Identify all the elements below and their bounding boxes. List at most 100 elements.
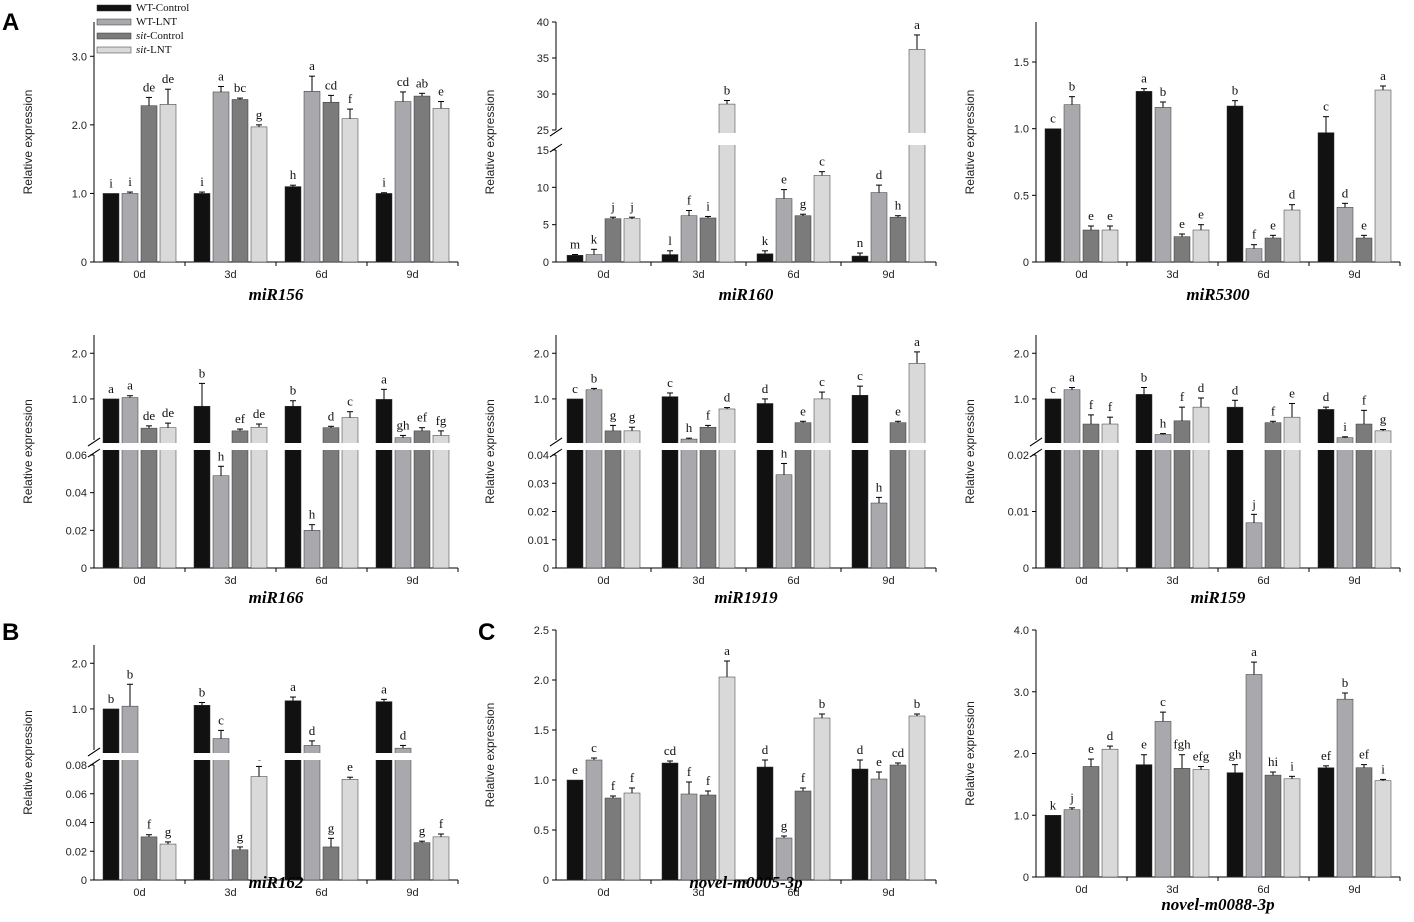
- significance-label: c: [347, 394, 353, 409]
- bar-sit-LNT-9d: [432, 435, 450, 569]
- y-tick-label: 1.0: [1014, 124, 1029, 136]
- bar-WT-LNT-0d: [585, 759, 603, 881]
- significance-label: cd: [325, 77, 338, 92]
- significance-label: a: [127, 378, 133, 393]
- bar-WT-Control-9d: [375, 701, 393, 881]
- y-axis-label: Relative expression: [963, 701, 977, 806]
- significance-label: i: [382, 175, 386, 190]
- bar-WT-Control-3d: [1135, 764, 1153, 878]
- y-tick-label: 1.0: [72, 704, 87, 716]
- bar-WT-LNT-6d: [775, 198, 793, 263]
- significance-label: g: [629, 409, 636, 424]
- y-tick-label: 0: [81, 257, 87, 269]
- y-tick-label: 0.02: [528, 507, 549, 519]
- significance-label: f: [611, 778, 616, 793]
- significance-label: ef: [1321, 748, 1332, 763]
- significance-label: c: [218, 712, 224, 727]
- significance-label: d: [328, 408, 335, 423]
- bar-sit-LNT-9d: [432, 836, 450, 881]
- x-tick-label: 3d: [692, 269, 704, 281]
- x-tick-label: 9d: [406, 269, 418, 281]
- bar-WT-Control-6d: [1226, 772, 1244, 878]
- significance-label: a: [290, 679, 296, 694]
- bar-sit-Control-3d: [1173, 420, 1191, 569]
- bar-sit-LNT-0d: [1101, 748, 1119, 878]
- significance-label: hi: [1268, 754, 1279, 769]
- significance-label: b: [199, 365, 206, 380]
- y-tick-label: 0.06: [66, 450, 87, 462]
- x-tick-label: 0d: [597, 575, 609, 587]
- significance-label: d: [762, 742, 769, 757]
- significance-label: a: [309, 58, 315, 73]
- chart-title: miR166: [249, 588, 304, 607]
- bar-WT-Control-9d: [851, 768, 869, 881]
- y-tick-label: 2.0: [1014, 348, 1029, 360]
- significance-label: d: [876, 167, 883, 182]
- significance-label: a: [1251, 644, 1257, 659]
- y-tick-label: 0: [81, 875, 87, 887]
- significance-label: a: [1069, 370, 1075, 385]
- significance-label: a: [381, 681, 387, 696]
- significance-label: de: [143, 408, 156, 423]
- x-tick-label: 3d: [224, 887, 236, 899]
- y-tick-label: 25: [537, 125, 549, 137]
- significance-label: h: [686, 420, 693, 435]
- significance-label: c: [667, 375, 673, 390]
- significance-label: c: [819, 154, 825, 169]
- y-tick-label: 2.0: [1014, 749, 1029, 761]
- y-axis-label: Relative expression: [21, 399, 35, 504]
- y-tick-label: 0.01: [1008, 507, 1029, 519]
- bar-WT-LNT-0d: [1063, 389, 1081, 569]
- significance-label: a: [724, 643, 730, 658]
- bar-WT-Control-3d: [193, 193, 211, 263]
- bar-WT-LNT-0d: [121, 193, 139, 263]
- bar-WT-LNT-6d: [1245, 522, 1263, 569]
- significance-label: c: [1050, 111, 1056, 126]
- bar-WT-Control-6d: [756, 253, 774, 263]
- significance-label: e: [800, 403, 806, 418]
- bar-sit-Control-9d: [1355, 237, 1373, 263]
- significance-label: h: [895, 198, 902, 213]
- bar-WT-Control-9d: [375, 399, 393, 569]
- y-tick-label: 0.04: [66, 488, 87, 500]
- bar-sit-Control-0d: [604, 797, 622, 881]
- y-tick-label: 0.06: [66, 789, 87, 801]
- x-tick-label: 6d: [787, 887, 799, 899]
- bar-WT-LNT-3d: [680, 793, 698, 881]
- bar-sit-LNT-3d: [718, 408, 736, 569]
- x-tick-label: 0d: [1075, 884, 1087, 896]
- significance-label: f: [1252, 227, 1257, 242]
- y-tick-label: 1.5: [534, 725, 549, 737]
- significance-label: h: [781, 445, 788, 460]
- y-tick-label: 0: [81, 563, 87, 575]
- significance-label: g: [256, 107, 263, 122]
- legend-swatch-3: [96, 46, 132, 54]
- significance-label: f: [801, 770, 806, 785]
- bar-sit-LNT-6d: [1283, 416, 1301, 569]
- significance-label: i: [1381, 761, 1385, 776]
- significance-label: f: [1108, 399, 1113, 414]
- significance-label: d: [857, 742, 864, 757]
- significance-label: gh: [1229, 747, 1243, 762]
- bar-sit-LNT-3d: [250, 776, 268, 881]
- significance-label: ef: [1359, 747, 1370, 762]
- x-tick-label: 9d: [882, 887, 894, 899]
- x-tick-label: 9d: [406, 887, 418, 899]
- significance-label: i: [1343, 419, 1347, 434]
- significance-label: de: [253, 406, 266, 421]
- y-axis-label: Relative expression: [963, 399, 977, 504]
- bar-WT-LNT-3d: [1154, 107, 1172, 263]
- significance-label: g: [781, 818, 788, 833]
- bar-sit-LNT-3d: [1192, 229, 1210, 263]
- y-tick-label: 1.0: [1014, 394, 1029, 406]
- bar-WT-LNT-0d: [121, 705, 139, 881]
- y-tick-label: 1.5: [1014, 57, 1029, 69]
- x-tick-label: 9d: [882, 269, 894, 281]
- significance-label: a: [914, 334, 920, 349]
- significance-label: h: [290, 167, 297, 182]
- significance-label: fgh: [1173, 737, 1191, 752]
- bar-WT-Control-9d: [851, 395, 869, 569]
- significance-label: m: [570, 237, 580, 252]
